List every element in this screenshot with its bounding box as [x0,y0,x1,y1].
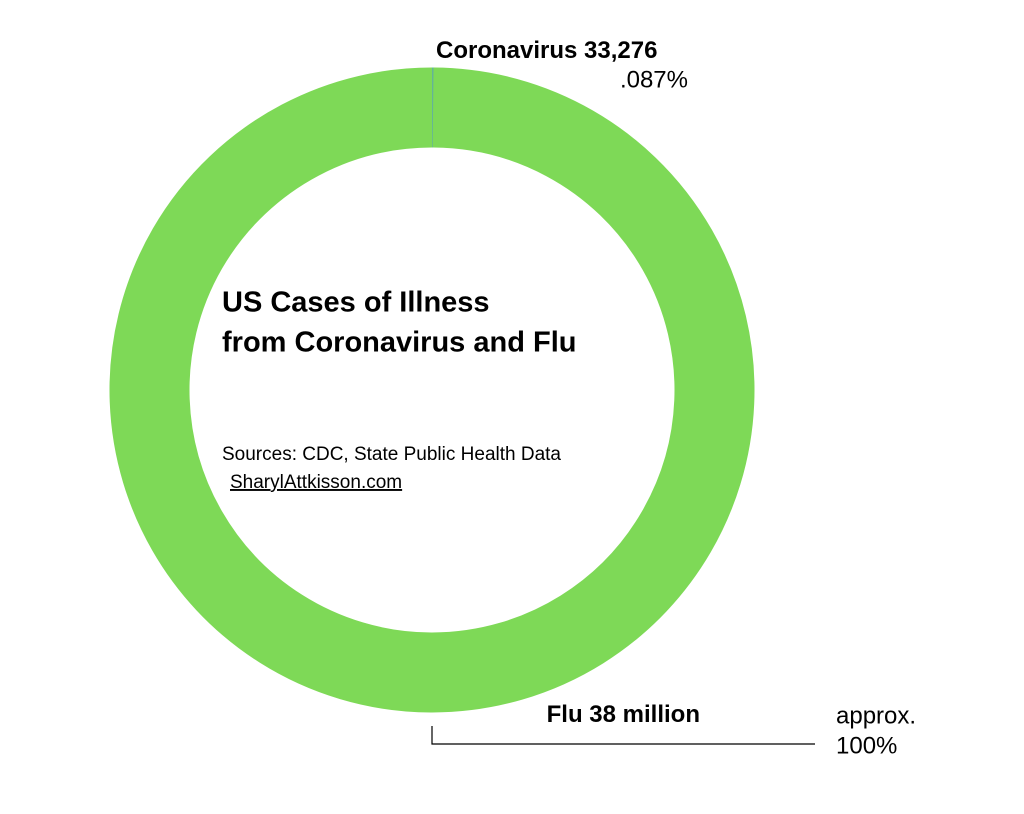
sources: Sources: CDC, State Public Health Data [222,444,561,465]
percent-label: .087% [620,66,688,93]
value-label: 38 million [589,701,700,728]
approx-note: approx. [836,702,916,729]
chart-title: US Cases of Illness [222,287,490,319]
slice-label: Coronavirus 33,276 [436,37,657,64]
value-label: 33,276 [584,37,657,64]
wedge [109,67,755,713]
chart-title: from Coronavirus and Flu [222,327,576,359]
category-label: Coronavirus [436,37,577,64]
donut [109,67,755,713]
category-label: Flu [547,701,583,728]
percent-label: 100% [836,732,897,759]
credit: SharylAttkisson.com [230,472,402,493]
leader-line [431,726,815,745]
slice-label: Flu 38 million [547,701,700,728]
